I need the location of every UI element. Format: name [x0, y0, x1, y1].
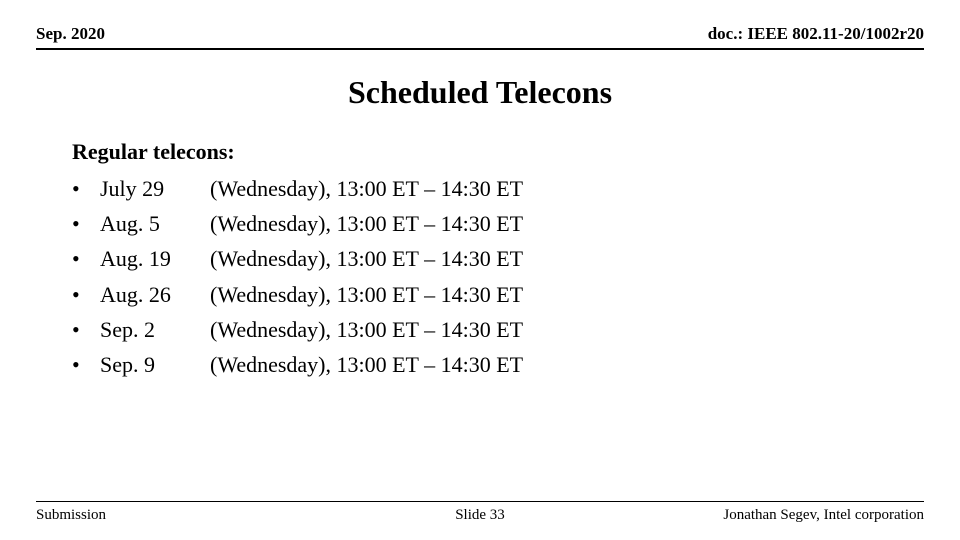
bullet-icon: •: [72, 277, 100, 312]
footer-left: Submission: [36, 507, 106, 524]
list-item: • July 29 (Wednesday), 13:00 ET – 14:30 …: [72, 171, 924, 206]
telecon-details: (Wednesday), 13:00 ET – 14:30 ET: [210, 171, 924, 206]
header: Sep. 2020 doc.: IEEE 802.11-20/1002r20: [36, 24, 924, 46]
list-item: • Sep. 2 (Wednesday), 13:00 ET – 14:30 E…: [72, 312, 924, 347]
footer-author: Jonathan Segev, Intel corporation: [723, 507, 924, 524]
content-block: Regular telecons: • July 29 (Wednesday),…: [36, 139, 924, 382]
list-item: • Sep. 9 (Wednesday), 13:00 ET – 14:30 E…: [72, 347, 924, 382]
header-doc-id: doc.: IEEE 802.11-20/1002r20: [708, 24, 924, 44]
list-item: • Aug. 26 (Wednesday), 13:00 ET – 14:30 …: [72, 277, 924, 312]
telecon-date: Aug. 26: [100, 277, 210, 312]
bullet-icon: •: [72, 312, 100, 347]
bullet-icon: •: [72, 347, 100, 382]
header-date: Sep. 2020: [36, 24, 105, 44]
telecon-list: • July 29 (Wednesday), 13:00 ET – 14:30 …: [72, 171, 924, 382]
telecon-details: (Wednesday), 13:00 ET – 14:30 ET: [210, 206, 924, 241]
footer-rule: [36, 501, 924, 502]
slide-page: Sep. 2020 doc.: IEEE 802.11-20/1002r20 S…: [0, 0, 960, 540]
page-title: Scheduled Telecons: [36, 74, 924, 111]
footer: Submission Slide 33 Jonathan Segev, Inte…: [36, 507, 924, 524]
bullet-icon: •: [72, 171, 100, 206]
subheading: Regular telecons:: [72, 139, 924, 165]
telecon-date: July 29: [100, 171, 210, 206]
telecon-details: (Wednesday), 13:00 ET – 14:30 ET: [210, 312, 924, 347]
list-item: • Aug. 19 (Wednesday), 13:00 ET – 14:30 …: [72, 241, 924, 276]
telecon-date: Sep. 2: [100, 312, 210, 347]
telecon-details: (Wednesday), 13:00 ET – 14:30 ET: [210, 277, 924, 312]
list-item: • Aug. 5 (Wednesday), 13:00 ET – 14:30 E…: [72, 206, 924, 241]
telecon-date: Sep. 9: [100, 347, 210, 382]
telecon-date: Aug. 5: [100, 206, 210, 241]
bullet-icon: •: [72, 206, 100, 241]
telecon-date: Aug. 19: [100, 241, 210, 276]
telecon-details: (Wednesday), 13:00 ET – 14:30 ET: [210, 241, 924, 276]
bullet-icon: •: [72, 241, 100, 276]
telecon-details: (Wednesday), 13:00 ET – 14:30 ET: [210, 347, 924, 382]
header-rule: [36, 48, 924, 50]
